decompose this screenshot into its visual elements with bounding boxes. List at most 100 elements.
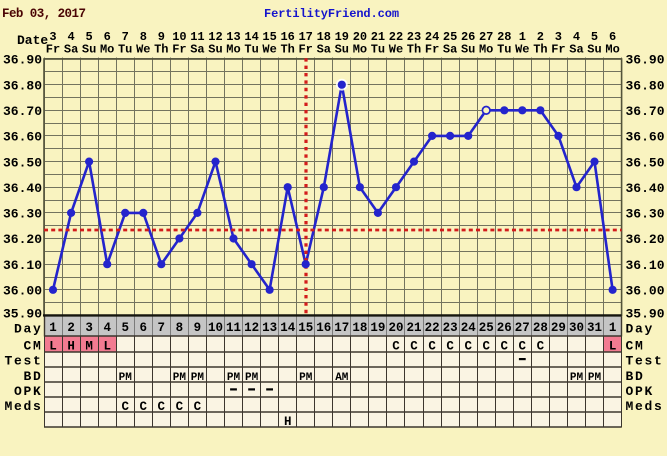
svg-text:C: C (176, 400, 184, 414)
svg-text:36.60: 36.60 (3, 130, 42, 145)
svg-text:1: 1 (609, 321, 617, 335)
svg-text:24: 24 (425, 30, 439, 44)
svg-text:3: 3 (49, 30, 56, 44)
svg-text:Test: Test (4, 354, 42, 369)
svg-text:C: C (464, 340, 472, 354)
svg-text:26: 26 (497, 321, 512, 335)
svg-text:36.70: 36.70 (626, 104, 665, 119)
svg-text:Su: Su (82, 43, 96, 57)
svg-text:22: 22 (425, 321, 440, 335)
svg-text:24: 24 (461, 321, 477, 335)
svg-text:36.80: 36.80 (626, 78, 665, 93)
svg-text:8: 8 (140, 30, 147, 44)
svg-text:C: C (446, 340, 454, 354)
svg-text:36.00: 36.00 (3, 284, 42, 299)
svg-text:Th: Th (407, 43, 421, 57)
svg-text:11: 11 (190, 30, 204, 44)
svg-text:23: 23 (407, 30, 421, 44)
svg-text:7: 7 (122, 30, 129, 44)
svg-text:Tu: Tu (497, 43, 511, 57)
svg-text:3: 3 (555, 30, 562, 44)
svg-text:Fr: Fr (551, 43, 565, 57)
svg-text:H: H (67, 340, 75, 354)
svg-text:Sa: Sa (64, 43, 78, 57)
svg-text:Sa: Sa (190, 43, 204, 57)
svg-text:2: 2 (537, 30, 544, 44)
svg-text:10: 10 (172, 30, 186, 44)
svg-text:9: 9 (194, 321, 202, 335)
svg-text:36.30: 36.30 (3, 207, 42, 222)
svg-text:Su: Su (335, 43, 349, 57)
svg-text:PM: PM (191, 372, 205, 384)
svg-text:We: We (389, 43, 403, 57)
svg-text:13: 13 (226, 30, 240, 44)
svg-text:19: 19 (335, 30, 349, 44)
svg-text:Fr: Fr (46, 43, 60, 57)
svg-text:8: 8 (176, 321, 184, 335)
svg-text:28: 28 (497, 30, 511, 44)
svg-text:16: 16 (316, 321, 331, 335)
svg-text:16: 16 (280, 30, 294, 44)
svg-text:36.30: 36.30 (626, 207, 665, 222)
svg-text:Fr: Fr (425, 43, 439, 57)
svg-text:L: L (609, 340, 617, 354)
svg-text:26: 26 (461, 30, 475, 44)
svg-text:AM: AM (335, 372, 349, 384)
svg-text:25: 25 (443, 30, 457, 44)
svg-text:OPK: OPK (14, 384, 43, 399)
svg-text:Meds: Meds (4, 399, 42, 414)
svg-text:22: 22 (389, 30, 403, 44)
svg-text:C: C (519, 340, 527, 354)
svg-text:5: 5 (85, 30, 92, 44)
svg-text:35.90: 35.90 (626, 307, 665, 322)
svg-text:Th: Th (280, 43, 294, 57)
svg-text:PM: PM (119, 372, 133, 384)
svg-text:17: 17 (334, 321, 349, 335)
svg-text:BD: BD (23, 369, 42, 384)
svg-text:Tu: Tu (244, 43, 258, 57)
svg-text:PM: PM (227, 372, 241, 384)
svg-text:6: 6 (104, 30, 111, 44)
svg-text:36.20: 36.20 (626, 232, 665, 247)
svg-text:31: 31 (587, 321, 602, 335)
svg-text:4: 4 (67, 30, 74, 44)
svg-text:Mo: Mo (100, 43, 114, 57)
svg-text:C: C (501, 340, 509, 354)
svg-text:35.90: 35.90 (3, 307, 42, 322)
svg-text:36.90: 36.90 (3, 53, 42, 68)
svg-text:20: 20 (353, 30, 367, 44)
svg-text:Sa: Sa (569, 43, 583, 57)
svg-text:CM: CM (626, 339, 645, 354)
svg-text:Th: Th (154, 43, 168, 57)
svg-text:36.50: 36.50 (626, 155, 665, 170)
svg-text:Mo: Mo (479, 43, 493, 57)
svg-text:20: 20 (388, 321, 403, 335)
svg-text:OPK: OPK (626, 384, 655, 399)
svg-text:C: C (392, 340, 400, 354)
svg-text:12: 12 (208, 30, 222, 44)
svg-text:13: 13 (262, 321, 277, 335)
svg-text:4: 4 (573, 30, 580, 44)
svg-text:29: 29 (551, 321, 566, 335)
svg-text:17: 17 (298, 30, 312, 44)
svg-text:Tu: Tu (371, 43, 385, 57)
svg-text:L: L (49, 340, 57, 354)
svg-text:10: 10 (208, 321, 223, 335)
svg-text:9: 9 (158, 30, 165, 44)
svg-text:Th: Th (533, 43, 547, 57)
svg-text:Su: Su (208, 43, 222, 57)
svg-text:18: 18 (317, 30, 331, 44)
svg-text:PM: PM (245, 372, 259, 384)
svg-text:Sa: Sa (317, 43, 331, 57)
svg-text:21: 21 (371, 30, 385, 44)
svg-text:We: We (515, 43, 529, 57)
svg-text:PM: PM (173, 372, 187, 384)
svg-text:BD: BD (626, 369, 645, 384)
svg-text:36.40: 36.40 (626, 181, 665, 196)
svg-text:L: L (103, 340, 111, 354)
svg-text:36.90: 36.90 (626, 53, 665, 68)
svg-text:15: 15 (298, 321, 313, 335)
svg-text:CM: CM (23, 339, 42, 354)
svg-text:We: We (136, 43, 150, 57)
svg-text:We: We (262, 43, 276, 57)
